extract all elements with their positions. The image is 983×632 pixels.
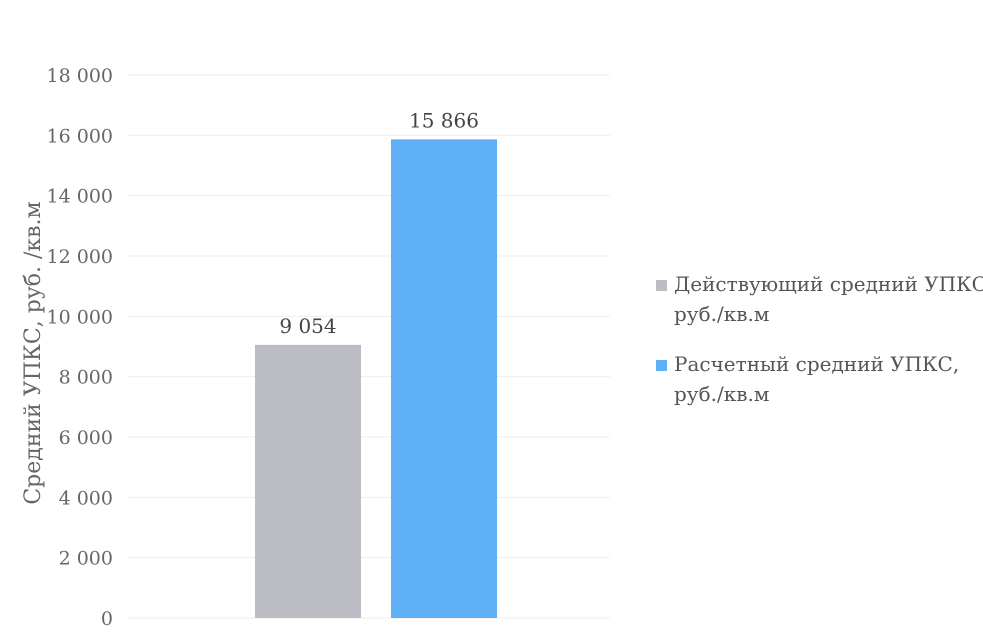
y-tick-label: 18 000 xyxy=(47,65,113,87)
y-tick-label: 2 000 xyxy=(59,548,113,570)
y-tick-label: 4 000 xyxy=(59,487,113,509)
legend-swatch xyxy=(656,360,667,371)
y-tick-label: 10 000 xyxy=(47,306,113,328)
y-tick-label: 6 000 xyxy=(59,427,113,449)
y-tick-label: 8 000 xyxy=(59,367,113,389)
y-axis-ticks: 0 2 000 4 000 6 000 8 000 10 000 12 000 14 000 1… xyxy=(47,65,113,630)
y-axis-title: Средний УПКС, руб. /кв.м xyxy=(21,201,46,504)
y-tick-label: 14 000 xyxy=(47,186,113,208)
y-tick-label: 16 000 xyxy=(47,125,113,147)
legend-swatch xyxy=(656,280,667,291)
bar-value-label: 15 866 xyxy=(409,108,479,132)
grid-layer xyxy=(128,74,610,619)
data-labels: 9 054 15 866 xyxy=(279,108,479,337)
bar-value-label: 9 054 xyxy=(279,314,336,338)
bar xyxy=(391,139,497,618)
bar xyxy=(255,344,361,618)
legend-label: Действующий средний УПКС, руб./кв.м xyxy=(674,272,983,326)
bars xyxy=(255,139,497,618)
legend: Действующий средний УПКС, руб./кв.м Расчет… xyxy=(656,272,983,406)
y-tick-label: 12 000 xyxy=(47,246,113,268)
legend-label: Расчетный средний УПКС, руб./кв.м xyxy=(674,352,959,406)
y-tick-label: 0 xyxy=(101,608,113,628)
